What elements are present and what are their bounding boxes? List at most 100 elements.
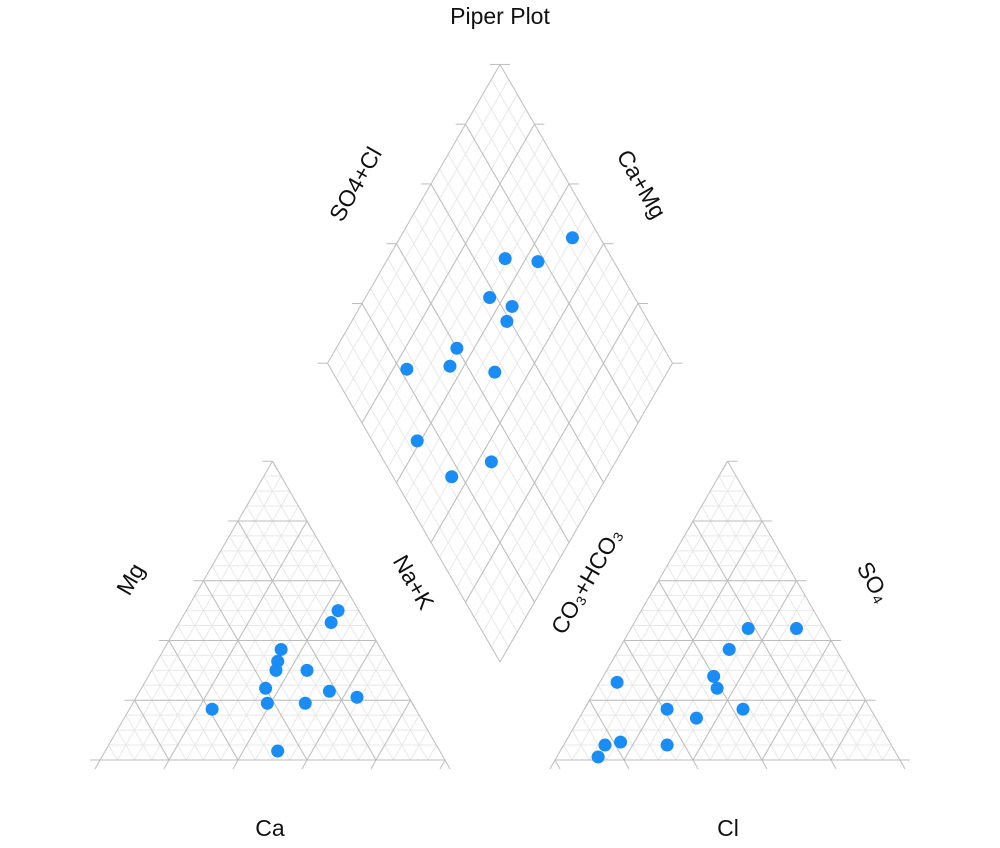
minor-grid-line	[427, 744, 437, 761]
minor-grid-line	[778, 655, 841, 761]
grid-line	[554, 460, 728, 761]
grid-line	[327, 362, 501, 663]
minor-grid-line	[159, 655, 222, 761]
minor-grid-line	[571, 729, 590, 761]
data-point	[410, 434, 424, 448]
minor-grid-line	[125, 714, 153, 761]
minor-grid-line	[341, 670, 394, 761]
data-point	[710, 681, 724, 695]
data-point	[598, 738, 612, 752]
minor-grid-line	[709, 595, 806, 761]
minor-grid-line	[683, 535, 815, 761]
axis-title: Cl	[717, 815, 739, 841]
points	[205, 231, 803, 764]
minor-grid-line	[439, 168, 613, 469]
grid-line	[168, 640, 239, 761]
minor-grid-line	[404, 198, 579, 498]
data-point	[565, 231, 579, 245]
grid-line	[623, 640, 694, 761]
chart-title: Piper Plot	[450, 3, 550, 29]
axis-title: Ca	[255, 815, 285, 841]
grid-line	[692, 580, 797, 761]
grid-line	[272, 460, 446, 761]
minor-grid-line	[352, 109, 527, 409]
minor-grid-line	[194, 595, 291, 761]
grid-line	[499, 362, 673, 663]
data-point	[260, 696, 274, 710]
minor-grid-line	[370, 138, 544, 439]
tick-mark	[306, 520, 313, 531]
minor-grid-line	[640, 535, 772, 761]
tick-mark	[375, 640, 382, 650]
grid-line	[430, 243, 604, 543]
tick-mark	[370, 759, 377, 770]
grid-line	[134, 699, 170, 761]
data-point	[505, 299, 519, 313]
tick-mark	[232, 759, 239, 770]
grid-line	[499, 64, 673, 364]
minor-grid-line	[666, 565, 780, 761]
axis-title: SO₄	[852, 557, 896, 607]
minor-grid-line	[272, 610, 360, 761]
minor-grid-line	[718, 475, 884, 761]
tick-mark	[761, 759, 768, 770]
tick-mark	[554, 759, 561, 770]
data-point	[660, 702, 674, 716]
tick-mark	[410, 700, 416, 710]
data-point	[205, 702, 219, 716]
grid-line	[465, 303, 639, 603]
minor-grid-line	[482, 94, 656, 394]
grid-line	[465, 123, 639, 424]
data-point	[445, 470, 459, 484]
axis-title: Ca+Mg	[612, 145, 672, 223]
grid-line	[727, 460, 901, 761]
grid-line	[306, 640, 377, 761]
minor-grid-line	[116, 729, 135, 761]
data-point	[500, 314, 514, 328]
minor-grid-line	[263, 475, 429, 761]
tick-mark	[549, 759, 556, 770]
data-point	[707, 669, 721, 683]
tick-mark	[301, 759, 308, 770]
minor-grid-line	[640, 610, 728, 761]
minor-grid-line	[473, 109, 648, 409]
tick-mark	[899, 759, 906, 770]
data-point	[591, 750, 605, 764]
tick-mark	[341, 580, 347, 590]
tick-mark	[830, 759, 837, 770]
data-point	[483, 290, 497, 304]
minor-grid-line	[323, 655, 386, 761]
minor-grid-line	[727, 610, 815, 761]
minor-grid-line	[813, 685, 858, 761]
data-point	[610, 675, 624, 689]
tick-mark	[163, 759, 170, 770]
grid-line	[361, 303, 535, 603]
minor-grid-line	[378, 153, 553, 454]
grid-line	[430, 183, 604, 483]
minor-grid-line	[421, 198, 596, 498]
minor-grid-line	[211, 565, 325, 761]
data-point	[269, 663, 283, 677]
tick-mark	[584, 700, 590, 710]
data-point	[331, 604, 345, 618]
tick-mark	[653, 580, 659, 590]
minor-grid-line	[413, 213, 587, 513]
minor-grid-line	[344, 94, 518, 394]
minor-grid-line	[571, 475, 737, 761]
grid-line	[237, 580, 342, 761]
minor-grid-line	[116, 475, 282, 761]
grid-line	[327, 64, 501, 364]
data-point	[736, 702, 750, 716]
minor-grid-line	[597, 685, 642, 761]
axis-title: Na+K	[388, 550, 440, 614]
data-point	[498, 252, 512, 266]
axis-title: CO₃+HCO₃	[546, 524, 627, 639]
minor-grid-line	[142, 685, 187, 761]
grid-line	[203, 580, 308, 761]
minor-grid-line	[185, 610, 273, 761]
minor-grid-line	[151, 670, 204, 761]
data-point	[660, 738, 674, 752]
data-point	[722, 642, 736, 656]
